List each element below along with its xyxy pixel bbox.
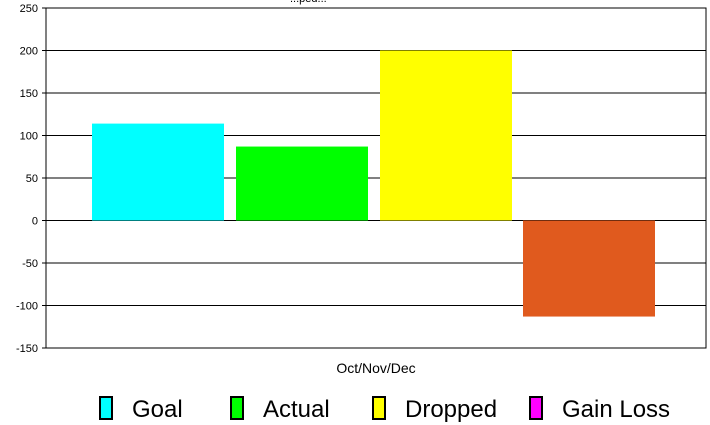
y-tick-label: 0 xyxy=(32,216,38,228)
plot-area xyxy=(45,7,707,349)
y-tick-label: -50 xyxy=(22,258,38,270)
y-tick-label: 50 xyxy=(26,173,38,185)
legend-label: Goal xyxy=(132,396,183,423)
chart-title-fragment: ...ped... xyxy=(290,0,327,5)
y-tick-label: 250 xyxy=(20,3,38,15)
y-tick-label: -100 xyxy=(16,301,38,313)
legend-swatch-dropped xyxy=(372,396,386,420)
legend-swatch-actual xyxy=(230,396,244,420)
legend-label: Gain Loss xyxy=(562,396,670,423)
legend: Goal Actual Dropped Gain Loss xyxy=(99,396,670,423)
legend-label: Actual xyxy=(263,396,330,423)
y-tick-label: 200 xyxy=(20,46,38,58)
bar-actual xyxy=(236,146,368,221)
y-tick-label: 100 xyxy=(20,131,38,143)
legend-swatch-gain-loss xyxy=(529,396,543,420)
x-category-label: Oct/Nov/Dec xyxy=(336,360,415,376)
legend-label: Dropped xyxy=(405,396,497,423)
y-axis-ticks: 250 200 150 100 50 0 -50 -100 -150 xyxy=(16,3,38,355)
bar-goal xyxy=(92,123,224,221)
y-tick-label: 150 xyxy=(20,88,38,100)
bars xyxy=(92,50,655,317)
bar-gain-loss xyxy=(523,220,655,317)
bar-dropped xyxy=(380,50,512,221)
y-tick-label: -150 xyxy=(16,343,38,355)
legend-swatch-goal xyxy=(99,396,113,420)
